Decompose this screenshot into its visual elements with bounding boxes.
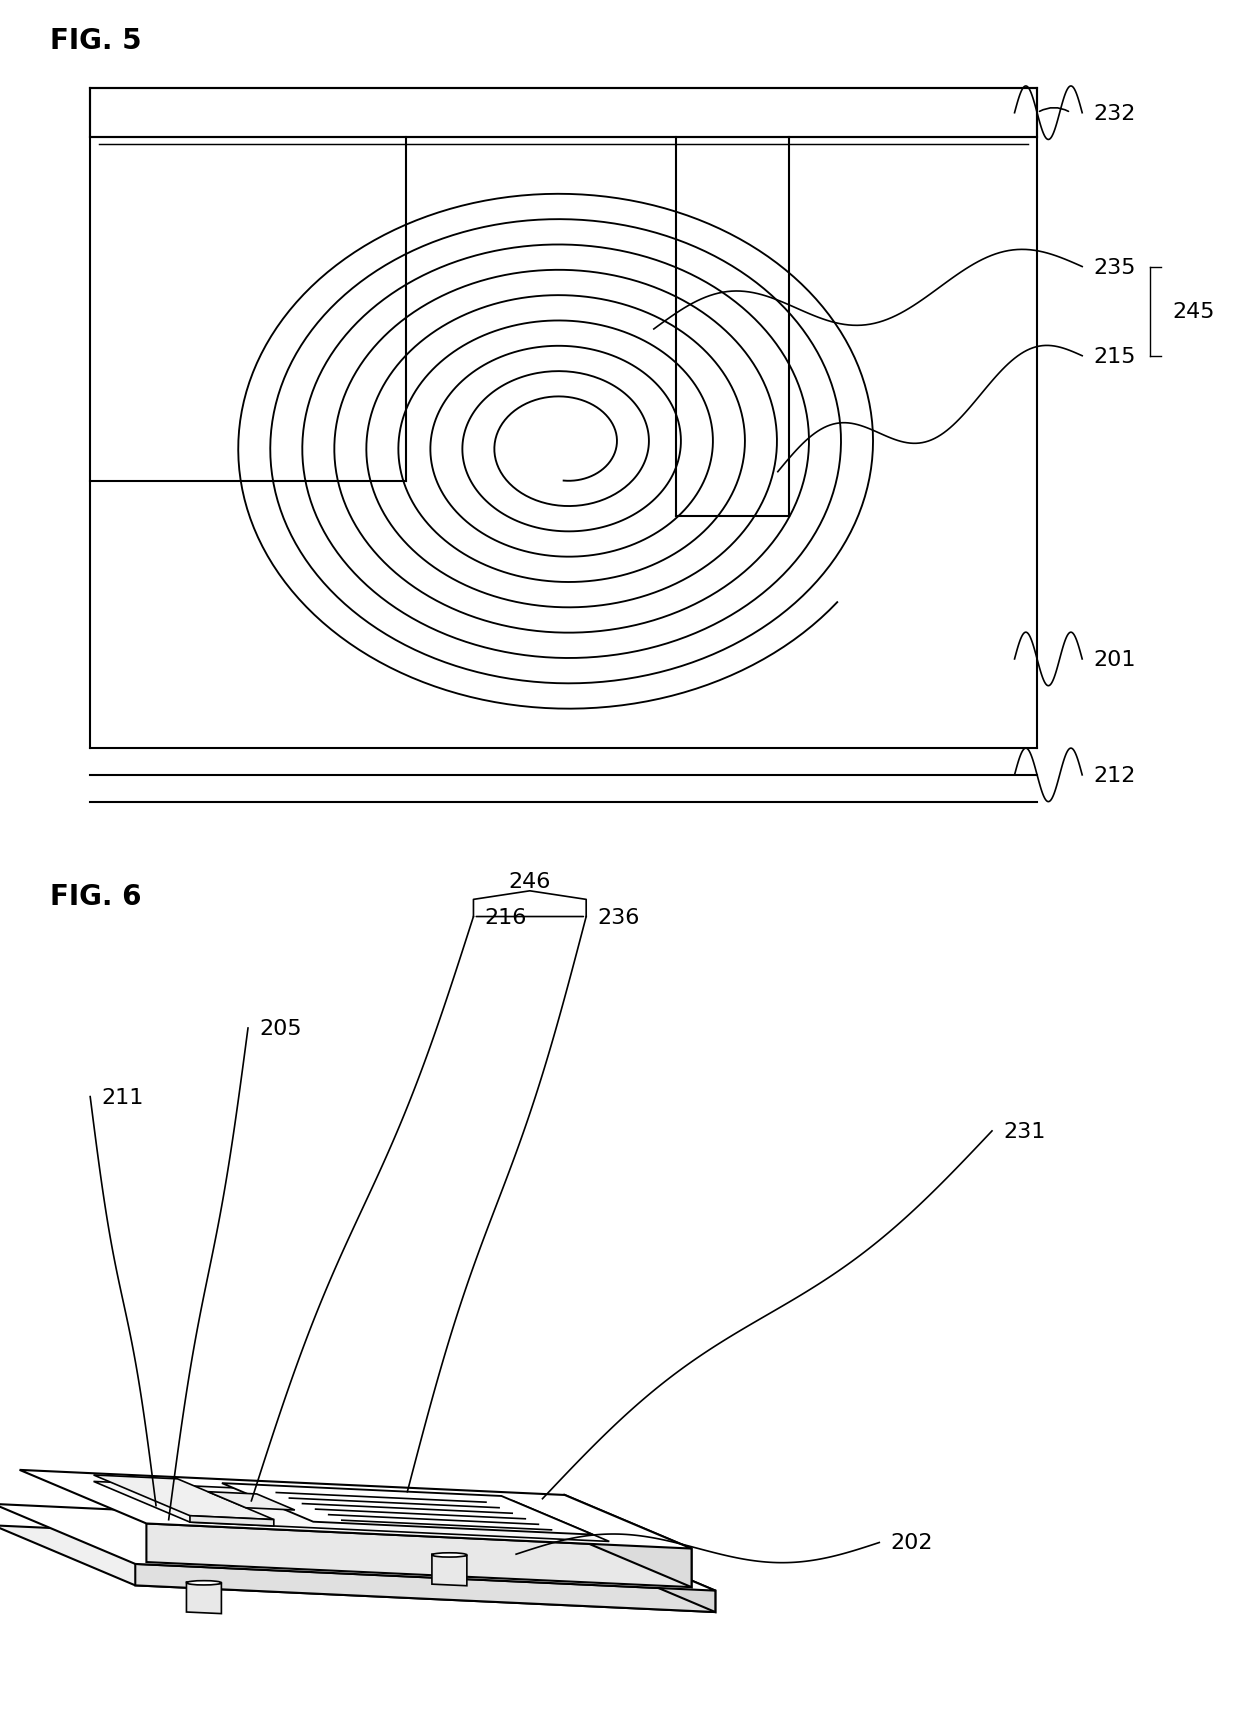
Ellipse shape (186, 1580, 222, 1585)
Text: 236: 236 (598, 907, 640, 927)
Text: 202: 202 (890, 1532, 932, 1553)
Polygon shape (564, 1495, 692, 1587)
Text: 231: 231 (1003, 1121, 1045, 1142)
Bar (91, 89, 1037, 139)
Polygon shape (135, 1563, 715, 1613)
Text: 232: 232 (1094, 103, 1136, 123)
Text: FIG. 6: FIG. 6 (50, 883, 141, 910)
Polygon shape (146, 1524, 692, 1587)
Polygon shape (222, 1483, 593, 1534)
Text: 246: 246 (508, 871, 551, 891)
Text: 211: 211 (102, 1087, 144, 1107)
Polygon shape (573, 1531, 715, 1613)
Text: 201: 201 (1094, 650, 1136, 670)
Polygon shape (186, 1582, 222, 1613)
Polygon shape (190, 1515, 274, 1525)
Text: FIG. 5: FIG. 5 (50, 27, 141, 55)
Ellipse shape (432, 1553, 466, 1556)
Polygon shape (0, 1525, 715, 1613)
Polygon shape (20, 1471, 692, 1549)
Text: 205: 205 (259, 1018, 301, 1039)
Text: 245: 245 (1172, 302, 1215, 322)
Text: 215: 215 (1094, 346, 1136, 367)
Polygon shape (93, 1476, 274, 1520)
Polygon shape (432, 1555, 466, 1585)
Polygon shape (208, 1491, 295, 1510)
Polygon shape (0, 1505, 715, 1591)
Polygon shape (93, 1481, 609, 1541)
Text: 212: 212 (1094, 766, 1136, 785)
Text: 235: 235 (1094, 257, 1136, 278)
Text: 216: 216 (485, 907, 527, 927)
